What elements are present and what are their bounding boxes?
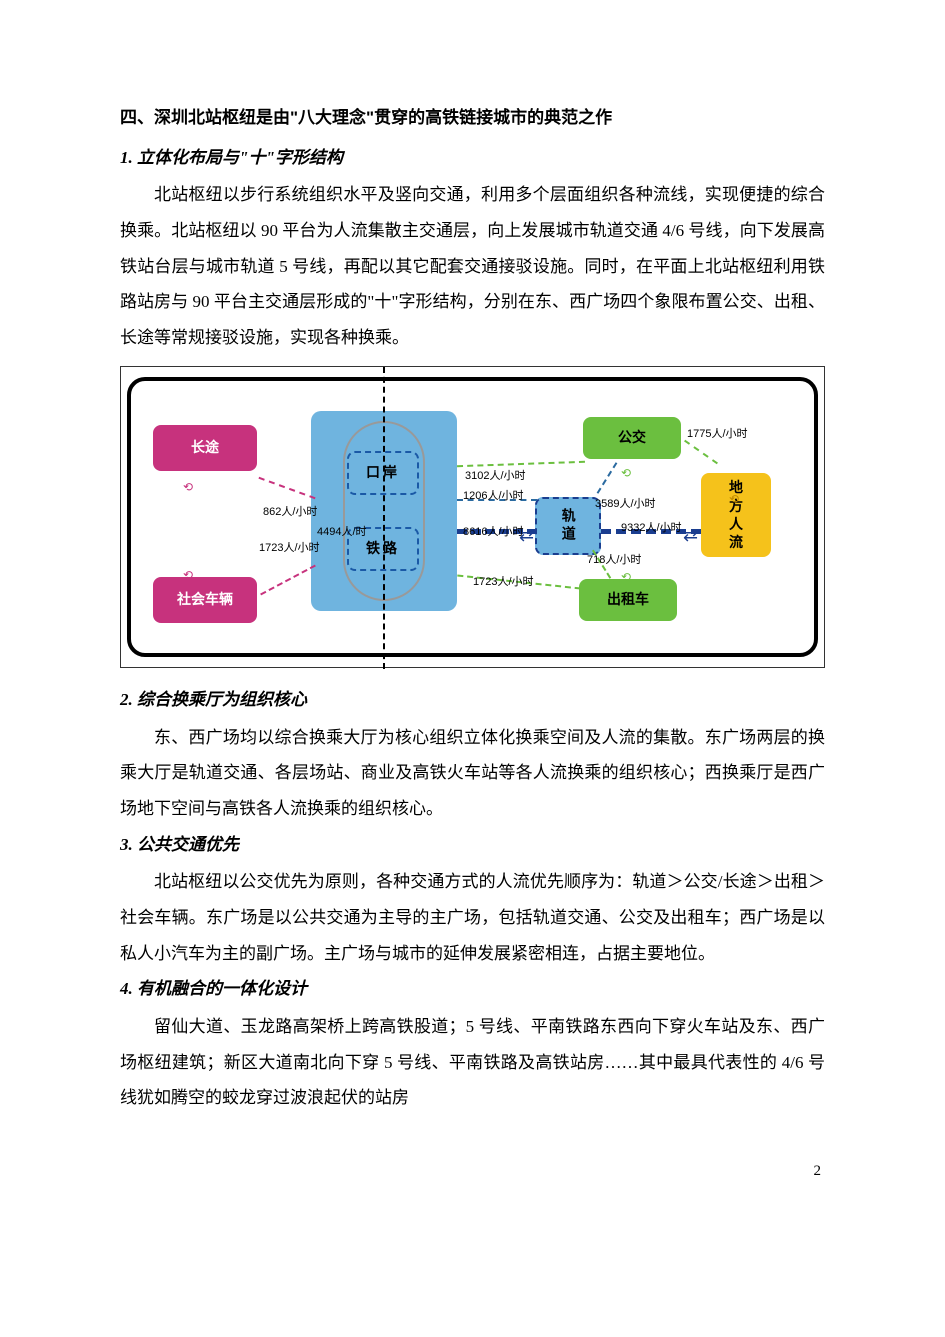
vertical-axis: [383, 367, 385, 669]
loop-arrow-local: ⟲: [729, 487, 739, 512]
node-bus: 公交: [583, 417, 681, 459]
loop-arrow-social: ⟲: [183, 563, 193, 588]
section1-para: 北站枢纽以步行系统组织水平及竖向交通，利用多个层面组织各种流线，实现便捷的综合换…: [120, 177, 825, 355]
section4-para: 留仙大道、玉龙路高架桥上跨高铁股道；5 号线、平南铁路东西向下穿火车站及东、西广…: [120, 1009, 825, 1116]
arrows-metro-right: ⇄: [683, 517, 698, 555]
lbl-3589: 3589人/小时: [595, 493, 656, 516]
section3-para: 北站枢纽以公交优先为原则，各种交通方式的人流优先顺序为：轨道＞公交/长途＞出租＞…: [120, 864, 825, 971]
diagram-container: 长途 社会车辆 口岸 铁路 轨道 公交 出租车 地方人流 ⟲ ⟲ ⟲ ⟲ ⟲ ⇄…: [120, 366, 825, 668]
node-metro-label: 轨道: [553, 508, 582, 544]
section2-para: 东、西广场均以综合换乘大厅为核心组织立体化换乘空间及人流的集散。东广场两层的换乘…: [120, 720, 825, 827]
node-social-vehicle: 社会车辆: [153, 577, 257, 623]
lbl-1723a: 1723人/小时: [259, 537, 320, 560]
loop-arrow-bus: ⟲: [621, 461, 631, 486]
loop-arrow-longdist: ⟲: [183, 475, 193, 500]
lbl-1775: 1775人/小时: [687, 423, 748, 446]
edge-metro-bus: [597, 462, 618, 494]
node-port: 口岸: [347, 451, 419, 495]
edge-social-center: [260, 564, 316, 595]
section2-title: 2. 综合换乘厅为组织核心: [120, 682, 825, 718]
lbl-862: 862人/小时: [263, 501, 317, 524]
lbl-718: 718人/小时: [587, 549, 641, 572]
lbl-8616: 8616人/小时: [463, 521, 524, 544]
section-heading-main: 四、深圳北站枢纽是由"八大理念"贯穿的高铁链接城市的典范之作: [120, 100, 825, 136]
lbl-1723b: 1723人/小时: [473, 571, 534, 594]
section4-title: 4. 有机融合的一体化设计: [120, 971, 825, 1007]
node-local-flow: 地方人流: [701, 473, 771, 557]
lbl-4494: 4494人/时: [317, 521, 367, 544]
flow-diagram: 长途 社会车辆 口岸 铁路 轨道 公交 出租车 地方人流 ⟲ ⟲ ⟲ ⟲ ⟲ ⇄…: [127, 377, 818, 657]
section1-title: 1. 立体化布局与"十"字形结构: [120, 140, 825, 176]
lbl-9332: 9332人/小时: [621, 517, 682, 540]
edge-longdist-center: [258, 477, 315, 499]
node-metro: 轨道: [535, 497, 601, 555]
node-long-distance: 长途: [153, 425, 257, 471]
page-number: 2: [120, 1156, 825, 1188]
lbl-1206: 1206人/小时: [463, 485, 524, 508]
section3-title: 3. 公共交通优先: [120, 827, 825, 863]
